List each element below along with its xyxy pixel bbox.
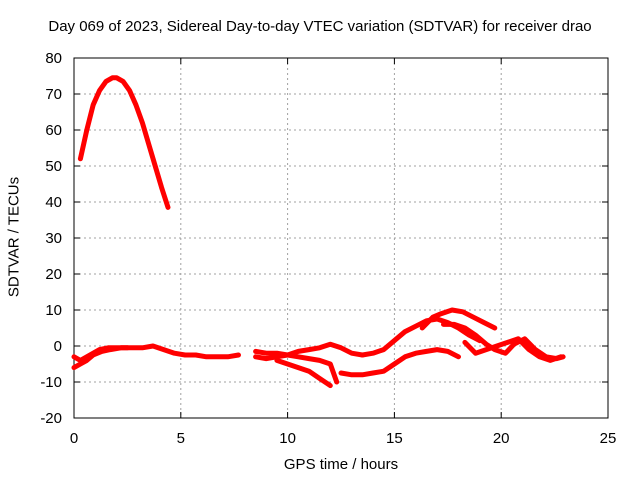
y-tick-label: 80 (45, 50, 62, 67)
y-tick-label: 70 (45, 86, 62, 103)
y-tick-label: 20 (45, 266, 62, 283)
y-tick-label: -10 (40, 374, 62, 391)
x-tick-label: 25 (600, 430, 617, 447)
axis-ticks: 0 5 10 15 20 25 -20 -10 0 10 20 30 40 50 60 70 80 (40, 50, 616, 447)
y-tick-label: 60 (45, 122, 62, 139)
data-series (71, 75, 566, 389)
series-line-arc-g (338, 347, 461, 378)
series-line-arc-j (462, 336, 564, 363)
x-axis-label: GPS time / hours (283, 456, 399, 473)
y-tick-label: 40 (45, 194, 62, 211)
x-tick-label: 10 (279, 430, 296, 447)
series-line-arc-b (71, 345, 130, 363)
series-line-arc-f (359, 316, 483, 358)
x-tick-label: 0 (70, 430, 78, 447)
y-tick-label: 50 (45, 158, 62, 175)
series-line-arc-high (77, 75, 171, 210)
grid-lines (74, 58, 608, 418)
series-line-arc-h (419, 307, 498, 331)
series-line-arc-c (253, 348, 340, 385)
y-tick-label: 30 (45, 230, 62, 247)
y-axis-label: SDTVAR / TECUs (5, 176, 23, 298)
x-tick-label: 20 (493, 430, 510, 447)
chart-title: Day 069 of 2023, Sidereal Day-to-day VTE… (48, 18, 592, 35)
y-tick-label: 10 (45, 302, 62, 319)
series-line-arc-d (253, 341, 365, 362)
x-tick-label: 5 (177, 430, 185, 447)
series-line-arc-e (274, 357, 333, 389)
y-tick-label: 0 (54, 338, 62, 355)
x-tick-label: 15 (386, 430, 403, 447)
y-tick-label: -20 (40, 410, 62, 427)
